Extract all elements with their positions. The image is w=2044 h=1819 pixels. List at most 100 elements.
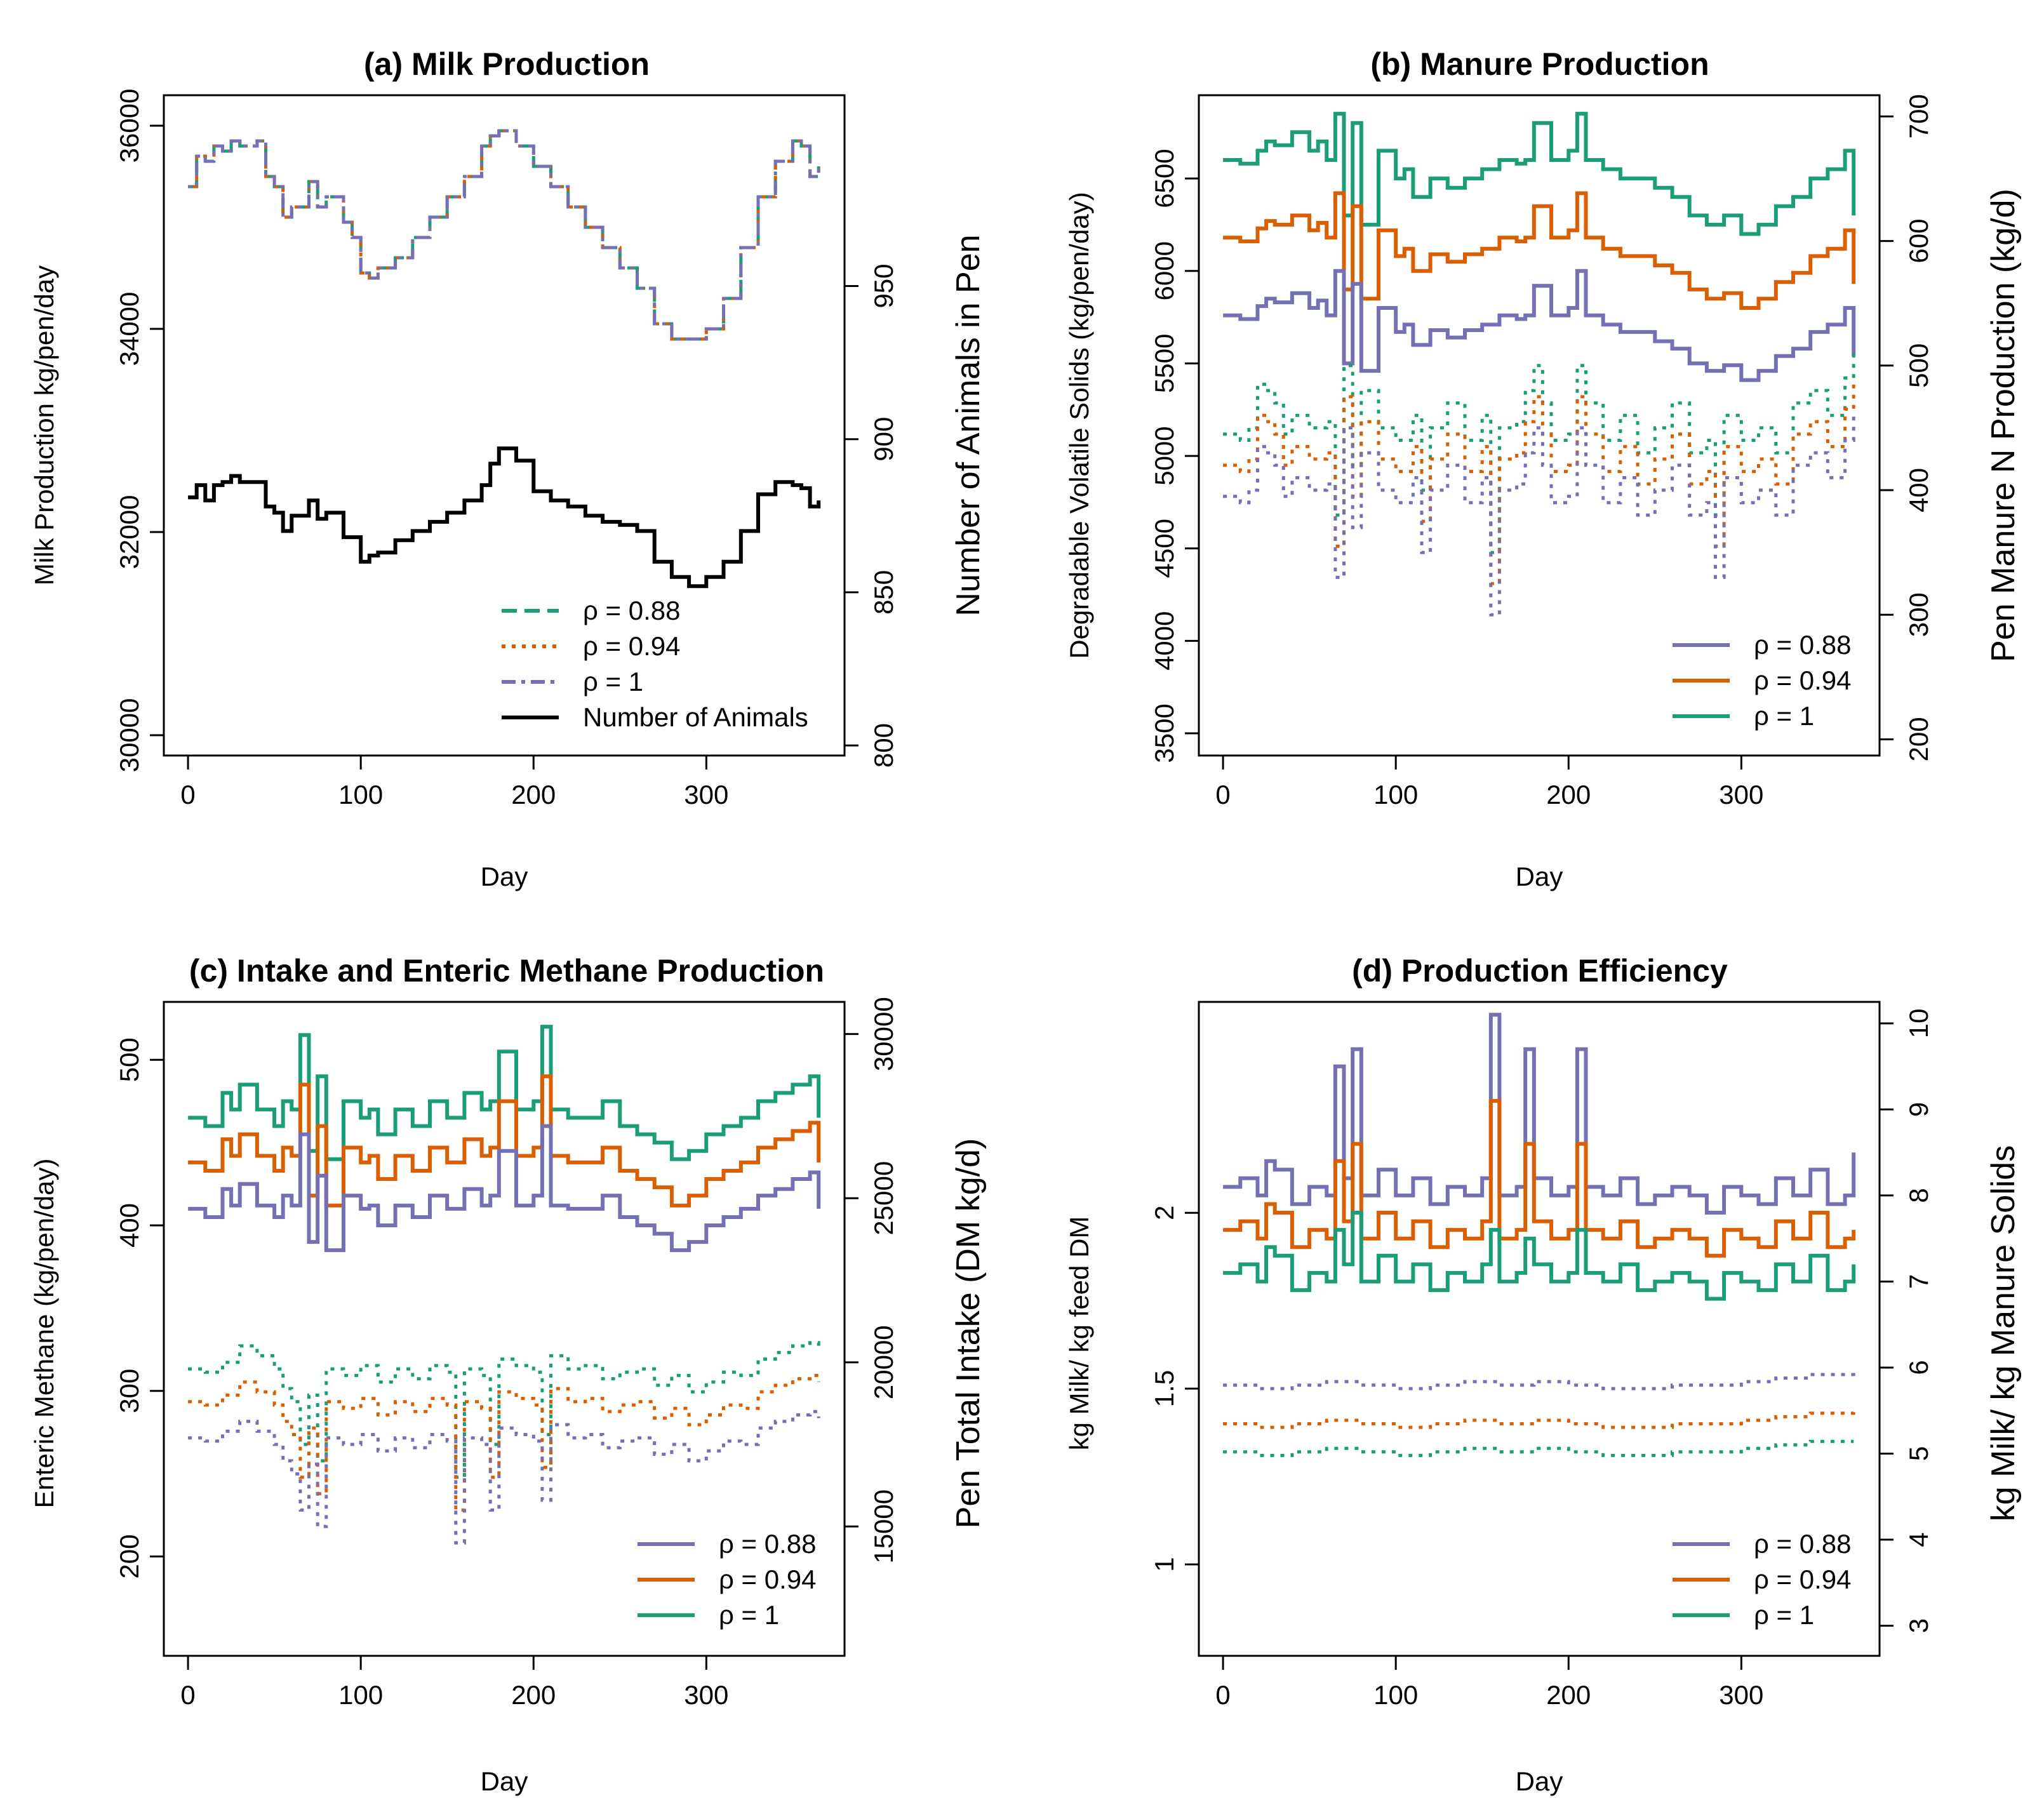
y2-tick-label-c-1: 20000 [869, 1325, 898, 1399]
x-tick-label-c-1: 100 [338, 1680, 383, 1710]
legend-c-label-3: ρ = 1 [719, 1600, 779, 1630]
panel-d-y2label: kg Milk/ kg Manure Solids [1985, 1145, 2022, 1521]
y2-tick-label-a-2: 900 [869, 417, 898, 462]
y2-tick-label-d-3: 6 [1904, 1360, 1934, 1375]
y2-tick-label-c-3: 30000 [869, 997, 898, 1071]
y-tick-label-b-3: 5000 [1149, 426, 1179, 485]
series-d-0 [1223, 1439, 1854, 1457]
panel-a-legend: ρ = 0.88 ρ = 0.94 ρ = 1 Number of Animal… [502, 596, 808, 732]
y-tick-label-b-1: 4000 [1149, 611, 1179, 670]
x-tick-label-b-0: 0 [1215, 780, 1230, 810]
y2-tick-label-b-0: 200 [1904, 717, 1934, 761]
y2-tick-label-d-0: 3 [1904, 1618, 1934, 1633]
x-tick-label-a-1: 100 [338, 780, 383, 810]
y-tick-label-c-2: 400 [114, 1203, 144, 1248]
panel-b-ylabel: Degradable Volatile Solids (kg/pen/day) [1064, 192, 1094, 658]
x-tick-label-d-2: 200 [1546, 1680, 1591, 1710]
panel-c-title: (c) Intake and Enteric Methane Productio… [189, 953, 824, 989]
y-tick-label-a-2: 34000 [114, 292, 144, 366]
y2-tick-label-a-1: 850 [869, 570, 898, 615]
panel-b-y2label: Pen Manure N Production (kg/d) [1985, 189, 2022, 662]
y2-tick-label-c-0: 15000 [869, 1489, 898, 1564]
series-c-3 [188, 1341, 820, 1479]
x-tick-label-d-0: 0 [1215, 1680, 1230, 1710]
y2-tick-label-b-1: 300 [1904, 592, 1934, 637]
panel-d-xlabel: Day [1516, 1766, 1563, 1796]
panel-a: (a) Milk Production 0 100 200 300 30000 32000… [29, 46, 987, 891]
series-b-0 [1223, 112, 1856, 236]
legend-c-label-1: ρ = 0.88 [719, 1529, 817, 1559]
y-tick-label-d-0: 1 [1149, 1557, 1179, 1571]
panel-c-y2label: Pen Total Intake (DM kg/d) [950, 1138, 987, 1529]
series-a-1 [188, 446, 821, 589]
series-d-2 [1223, 1373, 1855, 1390]
x-tick-label-b-2: 200 [1546, 780, 1591, 810]
y-tick-label-d-2: 2 [1149, 1206, 1179, 1220]
x-tick-label-a-3: 300 [684, 780, 728, 810]
panel-a-marks [188, 129, 821, 589]
y2-tick-label-b-5: 700 [1904, 94, 1934, 138]
series-d-4 [1223, 1098, 1856, 1258]
panel-d-legend: ρ = 0.88 ρ = 0.94 ρ = 1 [1673, 1529, 1852, 1630]
x-tick-label-c-0: 0 [180, 1680, 195, 1710]
legend-a-label-3: ρ = 1 [583, 667, 643, 696]
y-tick-label-c-3: 500 [114, 1037, 144, 1082]
legend-d-label-2: ρ = 0.94 [1754, 1564, 1852, 1594]
x-tick-label-d-1: 100 [1373, 1680, 1418, 1710]
legend-d-label-1: ρ = 0.88 [1754, 1529, 1852, 1559]
panel-a-title: (a) Milk Production [364, 46, 650, 82]
panel-c: (c) Intake and Enteric Methane Productio… [29, 953, 987, 1796]
series-c-4 [188, 1373, 820, 1512]
x-tick-label-b-1: 100 [1373, 780, 1418, 810]
y2-tick-label-b-2: 400 [1904, 468, 1934, 512]
series-c-1 [188, 1074, 821, 1208]
y2-tick-label-d-4: 7 [1904, 1274, 1934, 1289]
series-c-0 [188, 1025, 821, 1161]
series-c-2 [188, 1124, 821, 1253]
x-tick-label-c-2: 200 [511, 1680, 556, 1710]
x-tick-label-a-2: 200 [511, 780, 556, 810]
panel-b-legend: ρ = 0.88 ρ = 0.94 ρ = 1 [1673, 630, 1852, 731]
y-tick-label-a-1: 32000 [114, 495, 144, 570]
panel-a-xlabel: Day [481, 862, 528, 891]
panel-b-marks [1223, 112, 1856, 616]
panel-d-marks [1223, 1013, 1856, 1457]
panel-c-marks [188, 1025, 821, 1545]
legend-c-label-2: ρ = 0.94 [719, 1564, 817, 1594]
panel-c-ylabel: Enteric Methane (kg/pen/day) [29, 1159, 59, 1509]
y-tick-label-b-2: 4500 [1149, 519, 1179, 578]
y-tick-label-b-4: 5500 [1149, 334, 1179, 393]
y2-tick-label-d-2: 5 [1904, 1446, 1934, 1461]
panel-b-xlabel: Day [1516, 862, 1563, 891]
y2-tick-label-d-5: 8 [1904, 1188, 1934, 1203]
x-tick-label-c-3: 300 [684, 1680, 728, 1710]
panel-c-xlabel: Day [481, 1766, 528, 1796]
panel-d-title: (d) Production Efficiency [1352, 953, 1728, 989]
y-tick-label-c-1: 300 [114, 1369, 144, 1413]
legend-a-label-4: Number of Animals [583, 702, 808, 732]
panel-d: (d) Production Efficiency 0 100 200 300 1 1.5… [1064, 953, 2022, 1796]
panel-c-legend: ρ = 0.88 ρ = 0.94 ρ = 1 [638, 1529, 817, 1630]
x-tick-label-b-3: 300 [1719, 780, 1763, 810]
panel-d-ylabel: kg Milk/ kg feed DM [1064, 1216, 1094, 1451]
x-tick-label-d-3: 300 [1719, 1680, 1763, 1710]
panel-a-ylabel: Milk Production kg/pen/day [29, 265, 59, 585]
y-tick-label-d-1: 1.5 [1149, 1370, 1179, 1407]
legend-b-label-1: ρ = 0.88 [1754, 630, 1852, 660]
series-d-1 [1223, 1409, 1855, 1429]
series-b-2 [1223, 269, 1856, 382]
series-d-5 [1223, 1211, 1856, 1301]
y-tick-label-a-0: 30000 [114, 698, 144, 773]
y2-tick-label-c-2: 25000 [869, 1161, 898, 1236]
y2-tick-label-a-0: 800 [869, 723, 898, 768]
legend-d-label-3: ρ = 1 [1754, 1600, 1814, 1630]
series-a-0-rho1 [188, 129, 820, 341]
y2-tick-label-a-3: 950 [869, 263, 898, 308]
y2-tick-label-b-4: 600 [1904, 219, 1934, 263]
y-tick-label-b-0: 3500 [1149, 703, 1179, 763]
series-b-1 [1223, 191, 1856, 310]
y-tick-label-b-6: 6500 [1149, 149, 1179, 208]
legend-b-label-2: ρ = 0.94 [1754, 665, 1852, 695]
panel-b-title: (b) Manure Production [1370, 46, 1709, 82]
